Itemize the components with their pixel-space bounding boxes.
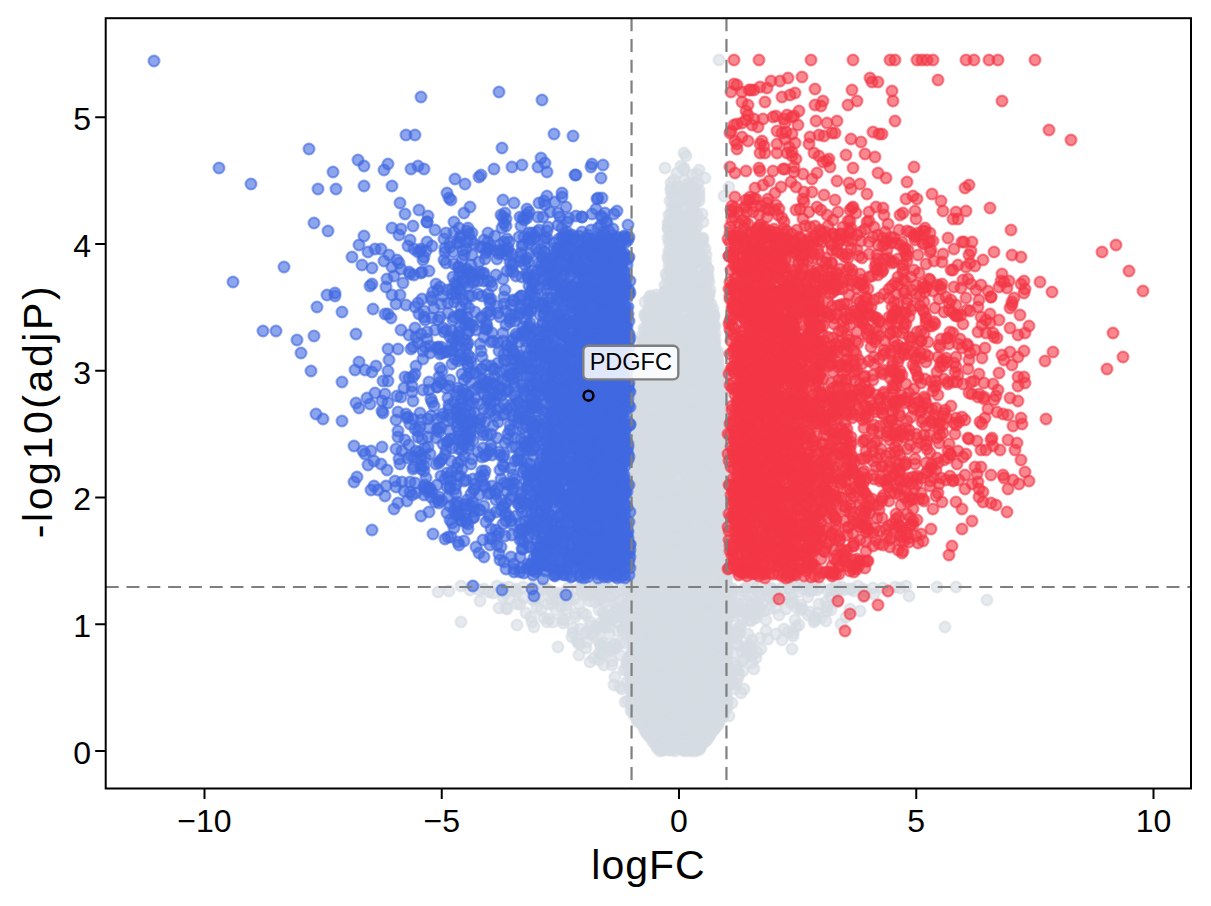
- svg-text:logFC: logFC: [591, 842, 705, 888]
- svg-text:2: 2: [73, 481, 91, 517]
- svg-text:PDGFC: PDGFC: [590, 349, 672, 375]
- svg-text:0: 0: [73, 735, 91, 771]
- svg-text:5: 5: [73, 101, 91, 137]
- svg-text:4: 4: [73, 228, 91, 264]
- svg-text:1: 1: [73, 608, 91, 644]
- svg-text:10: 10: [1136, 803, 1172, 839]
- svg-text:3: 3: [73, 355, 91, 391]
- svg-text:−5: −5: [424, 803, 460, 839]
- svg-text:0: 0: [670, 803, 688, 839]
- svg-text:5: 5: [907, 803, 925, 839]
- svg-text:−10: −10: [177, 803, 231, 839]
- svg-text:-log10(adjP): -log10(adjP): [15, 284, 61, 539]
